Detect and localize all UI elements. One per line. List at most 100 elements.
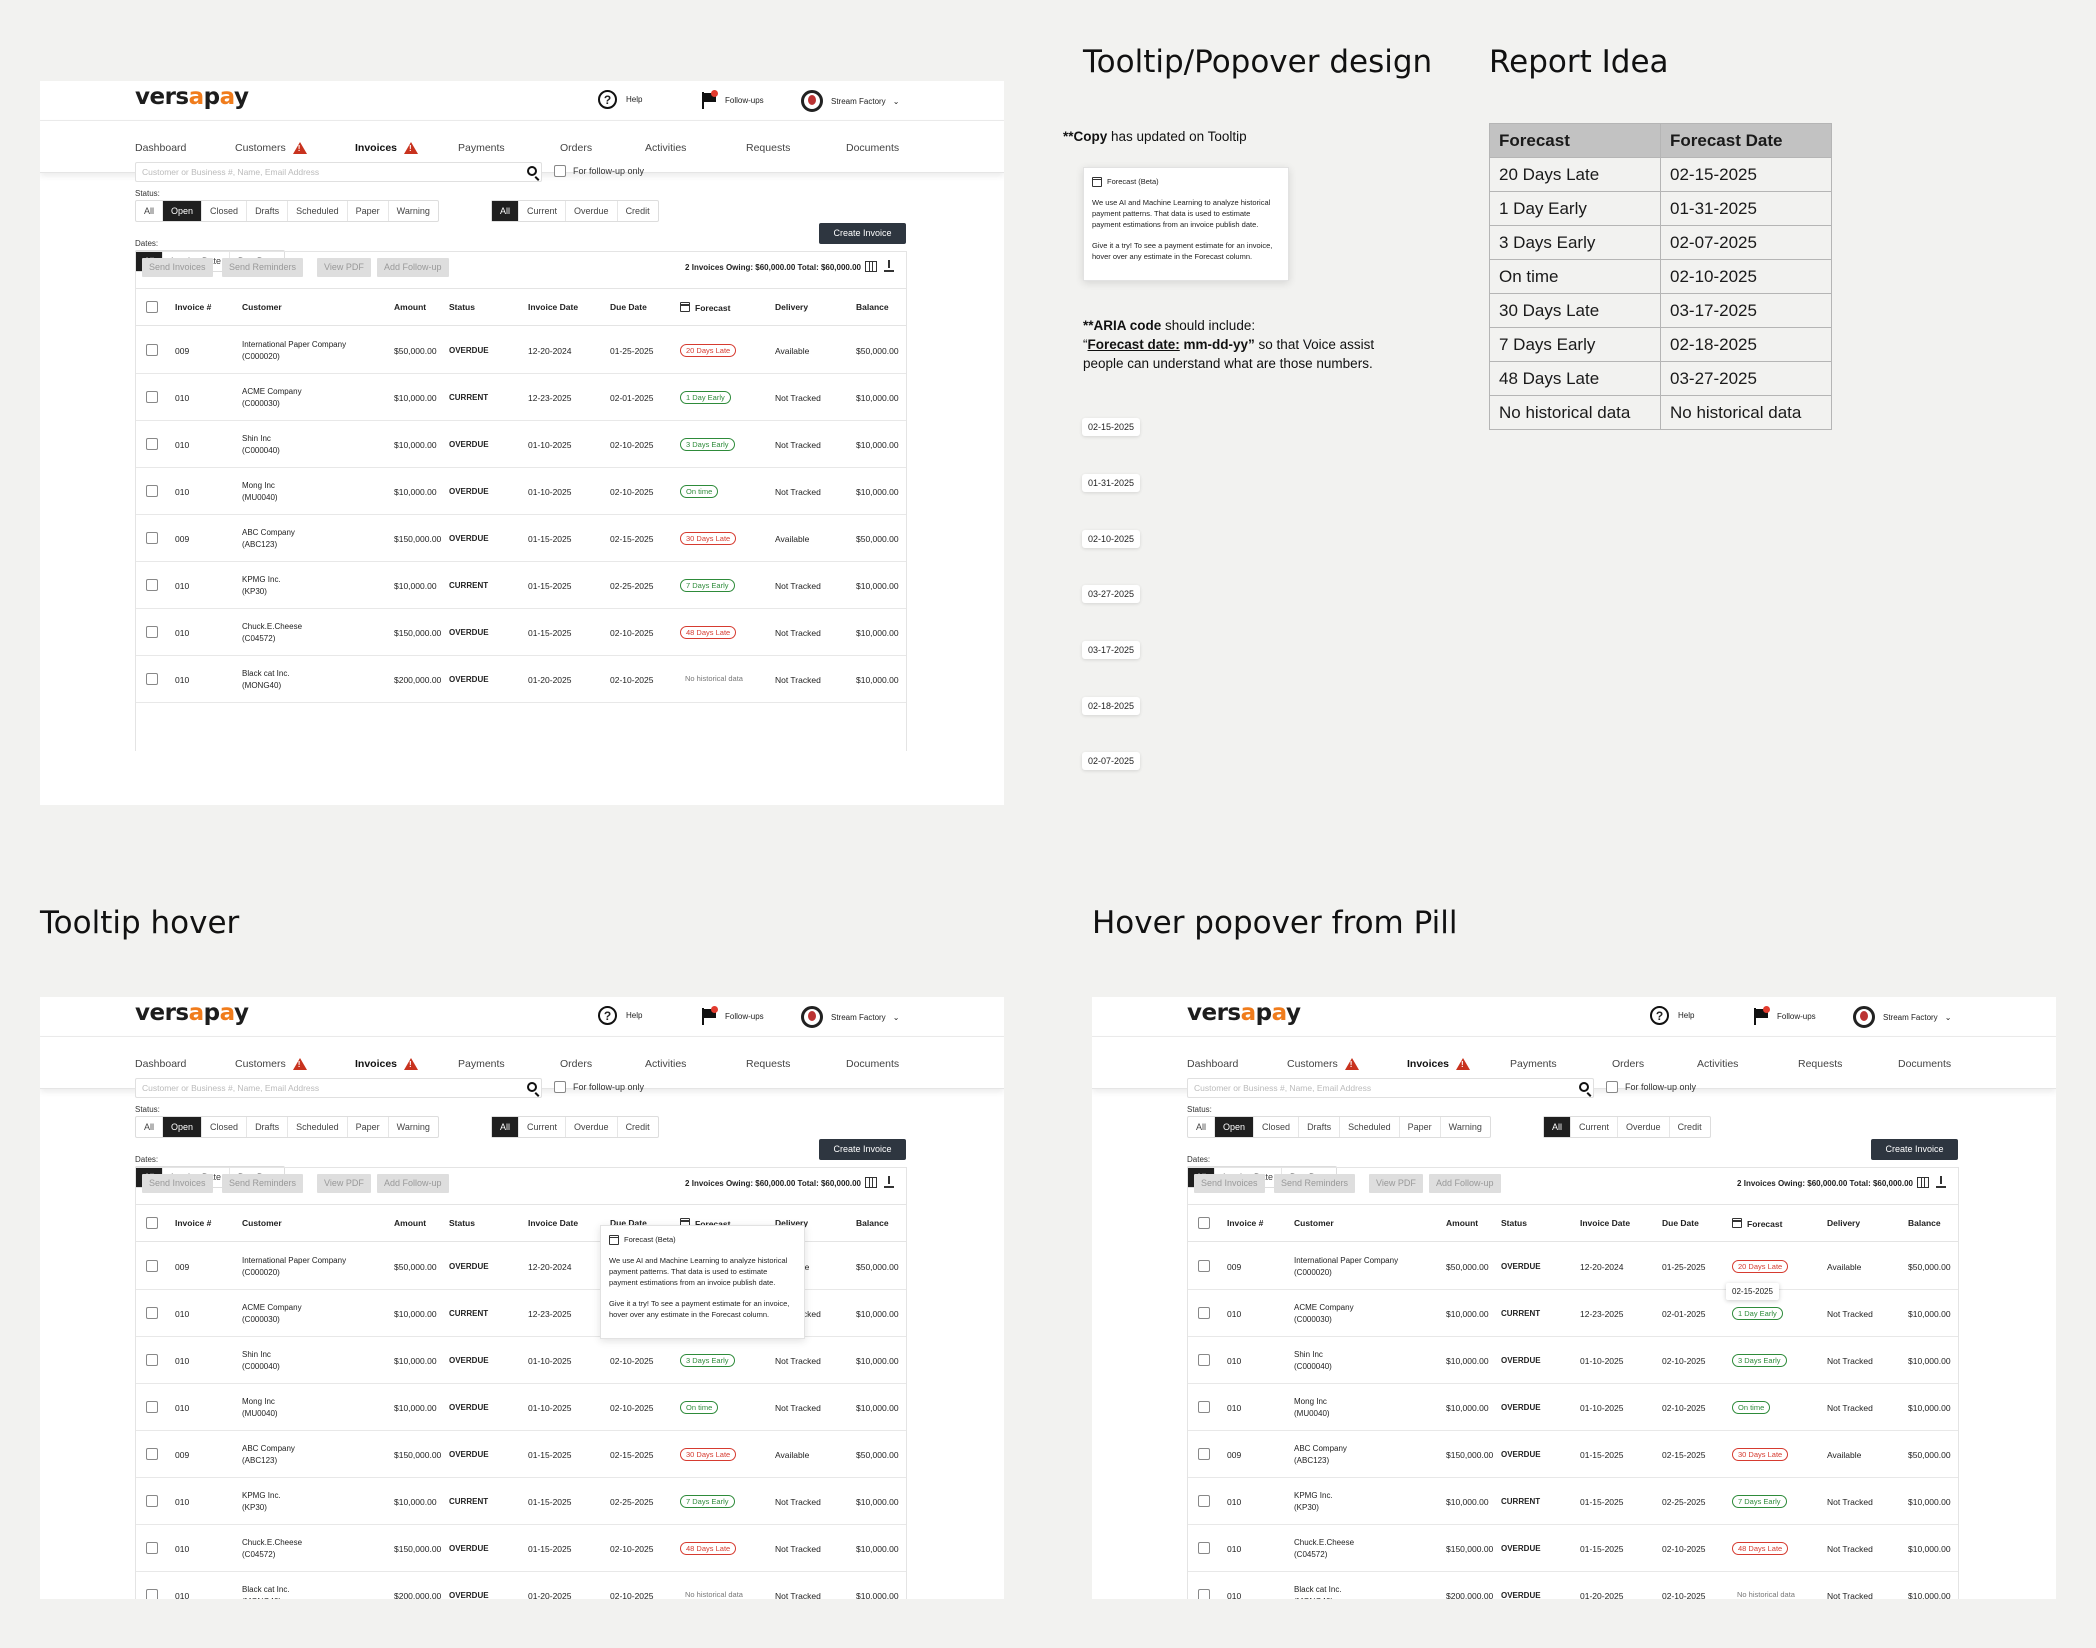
- column-amount[interactable]: Amount: [394, 302, 427, 312]
- column-due-date[interactable]: Due Date: [1662, 1218, 1699, 1228]
- column-invoice-[interactable]: Invoice #: [1227, 1218, 1264, 1228]
- table-row[interactable]: 010 Chuck.E.Cheese (C04572) $150,000.00 OVER…: [136, 609, 906, 656]
- filter-credit[interactable]: Credit: [625, 206, 650, 216]
- select-all-checkbox[interactable]: [146, 301, 158, 313]
- row-checkbox[interactable]: [1198, 1307, 1210, 1319]
- row-checkbox[interactable]: [1198, 1495, 1210, 1507]
- column-customer[interactable]: Customer: [242, 302, 282, 312]
- versapay-logo[interactable]: versapay: [1187, 1000, 1301, 1026]
- select-all-checkbox[interactable]: [1198, 1217, 1210, 1229]
- nav-item-documents[interactable]: Documents: [846, 142, 899, 154]
- filter-paper[interactable]: Paper: [1400, 1117, 1441, 1137]
- column-due-date[interactable]: Due Date: [610, 1218, 647, 1228]
- table-row[interactable]: 010 Black cat Inc.(MONG40) $200,000.00 OVER…: [1188, 1572, 1958, 1599]
- column-forecast[interactable]: Forecast: [1732, 1218, 1782, 1229]
- column-delivery[interactable]: Delivery: [775, 1218, 809, 1228]
- forecast-pill[interactable]: On time: [1732, 1401, 1771, 1414]
- table-row[interactable]: 010 KPMG Inc. (KP30) $10,000.00 CURRENT 01-15…: [136, 562, 906, 609]
- filter-warning[interactable]: Warning: [396, 206, 430, 216]
- column-forecast[interactable]: Forecast: [680, 302, 730, 313]
- forecast-pill[interactable]: 48 Days Late: [680, 1542, 737, 1555]
- table-row[interactable]: 010 Shin Inc (C000040) $10,000.00 OVERDUE 01-…: [136, 421, 906, 468]
- filter-drafts[interactable]: Drafts: [1299, 1117, 1341, 1137]
- filter-drafts[interactable]: Drafts: [247, 201, 289, 221]
- table-row[interactable]: 010 ACME Company (C000030) $10,000.00 CURREN…: [136, 374, 906, 421]
- send-invoices-button[interactable]: Send Invoices: [142, 258, 213, 277]
- checkbox[interactable]: [554, 165, 566, 177]
- filter-overdue[interactable]: Overdue: [1618, 1117, 1670, 1137]
- column-delivery[interactable]: Delivery: [1827, 1218, 1861, 1228]
- row-checkbox[interactable]: [1198, 1260, 1210, 1272]
- row-checkbox[interactable]: [146, 391, 158, 403]
- table-row[interactable]: 010 Mong Inc (MU0040) $10,000.00 OVERDUE 01-1…: [136, 1384, 906, 1431]
- filter-all[interactable]: All: [136, 201, 164, 221]
- table-row[interactable]: 009 ABC Company (ABC123) $150,000.00 OVERDUE…: [1188, 1431, 1958, 1478]
- filter-current[interactable]: Current: [519, 1117, 567, 1137]
- download-icon[interactable]: [1936, 1176, 1946, 1188]
- column-customer[interactable]: Customer: [242, 1218, 282, 1228]
- send-invoices-button[interactable]: Send Invoices: [142, 1174, 213, 1193]
- nav-item-orders[interactable]: Orders: [560, 142, 592, 154]
- row-checkbox[interactable]: [146, 1354, 158, 1366]
- row-checkbox[interactable]: [146, 626, 158, 638]
- forecast-pill[interactable]: 30 Days Late: [1732, 1448, 1789, 1461]
- table-row[interactable]: 010 Mong Inc (MU0040) $10,000.00 OVERDUE 01-1…: [1188, 1384, 1958, 1431]
- table-row[interactable]: 010 KPMG Inc. (KP30) $10,000.00 CURRENT 01-15…: [1188, 1478, 1958, 1525]
- nav-item-invoices[interactable]: Invoices: [1407, 1058, 1471, 1070]
- filter-overdue[interactable]: Overdue: [566, 1117, 618, 1137]
- table-row[interactable]: 010 Chuck.E.Cheese (C04572) $150,000.00 OVER…: [1188, 1525, 1958, 1572]
- filter-scheduled[interactable]: Scheduled: [288, 1117, 348, 1137]
- column-invoice-date[interactable]: Invoice Date: [528, 1218, 579, 1228]
- create-invoice-button[interactable]: Create Invoice: [1871, 1139, 1958, 1160]
- search-input[interactable]: Customer or Business #, Name, Email Addr…: [135, 162, 542, 182]
- filter-all[interactable]: All: [492, 1117, 520, 1137]
- column-invoice-date[interactable]: Invoice Date: [528, 302, 579, 312]
- columns-icon[interactable]: [1917, 1177, 1929, 1188]
- filter-open[interactable]: Open: [163, 201, 203, 221]
- nav-item-activities[interactable]: Activities: [645, 142, 686, 154]
- row-checkbox[interactable]: [146, 344, 158, 356]
- send-reminders-button[interactable]: Send Reminders: [222, 1174, 304, 1193]
- forecast-pill[interactable]: On time: [680, 1401, 719, 1414]
- add-follow-up-button[interactable]: Add Follow-up: [377, 258, 449, 277]
- forecast-pill[interactable]: 7 Days Early: [1732, 1495, 1787, 1508]
- nav-item-payments[interactable]: Payments: [1510, 1058, 1557, 1070]
- account-menu[interactable]: Stream Factory ⌄: [801, 90, 899, 112]
- row-checkbox[interactable]: [1198, 1448, 1210, 1460]
- forecast-pill[interactable]: 7 Days Early: [680, 579, 735, 592]
- versapay-logo[interactable]: versapay: [135, 1000, 249, 1026]
- filter-all[interactable]: All: [136, 1117, 164, 1137]
- row-checkbox[interactable]: [146, 1589, 158, 1599]
- row-checkbox[interactable]: [146, 532, 158, 544]
- search-icon[interactable]: [1579, 1082, 1589, 1092]
- nav-item-activities[interactable]: Activities: [1697, 1058, 1738, 1070]
- table-row[interactable]: 009 ABC Company (ABC123) $150,000.00 OVERDUE…: [136, 1431, 906, 1478]
- filter-paper[interactable]: Paper: [348, 201, 389, 221]
- nav-item-dashboard[interactable]: Dashboard: [135, 142, 186, 154]
- forecast-pill[interactable]: 30 Days Late: [680, 532, 737, 545]
- table-row[interactable]: 010 Mong Inc (MU0040) $10,000.00 OVERDUE 01-1…: [136, 468, 906, 515]
- filter-overdue[interactable]: Overdue: [566, 201, 618, 221]
- select-all-checkbox[interactable]: [146, 1217, 158, 1229]
- table-row[interactable]: 010 KPMG Inc. (KP30) $10,000.00 CURRENT 01-15…: [136, 1478, 906, 1525]
- nav-item-payments[interactable]: Payments: [458, 142, 505, 154]
- view-pdf-button[interactable]: View PDF: [317, 1174, 371, 1193]
- nav-item-requests[interactable]: Requests: [746, 142, 790, 154]
- followups-link[interactable]: Follow-ups: [1752, 1006, 1816, 1026]
- forecast-pill[interactable]: On time: [680, 485, 719, 498]
- row-checkbox[interactable]: [1198, 1354, 1210, 1366]
- table-row[interactable]: 010 Chuck.E.Cheese (C04572) $150,000.00 OVER…: [136, 1525, 906, 1572]
- search-input[interactable]: Customer or Business #, Name, Email Addr…: [135, 1078, 542, 1098]
- filter-warning[interactable]: Warning: [1448, 1122, 1482, 1132]
- forecast-pill[interactable]: 48 Days Late: [1732, 1542, 1789, 1555]
- send-reminders-button[interactable]: Send Reminders: [222, 258, 304, 277]
- column-amount[interactable]: Amount: [1446, 1218, 1479, 1228]
- nav-item-invoices[interactable]: Invoices: [355, 1058, 419, 1070]
- forecast-pill[interactable]: No historical data: [685, 1590, 743, 1599]
- column-balance[interactable]: Balance: [856, 1218, 889, 1228]
- filter-closed[interactable]: Closed: [202, 201, 248, 221]
- column-invoice-[interactable]: Invoice #: [175, 1218, 212, 1228]
- table-row[interactable]: 010 Shin Inc (C000040) $10,000.00 OVERDUE 01-…: [136, 1337, 906, 1384]
- nav-item-customers[interactable]: Customers: [1287, 1058, 1359, 1070]
- forecast-pill[interactable]: 1 Day Early: [680, 391, 731, 404]
